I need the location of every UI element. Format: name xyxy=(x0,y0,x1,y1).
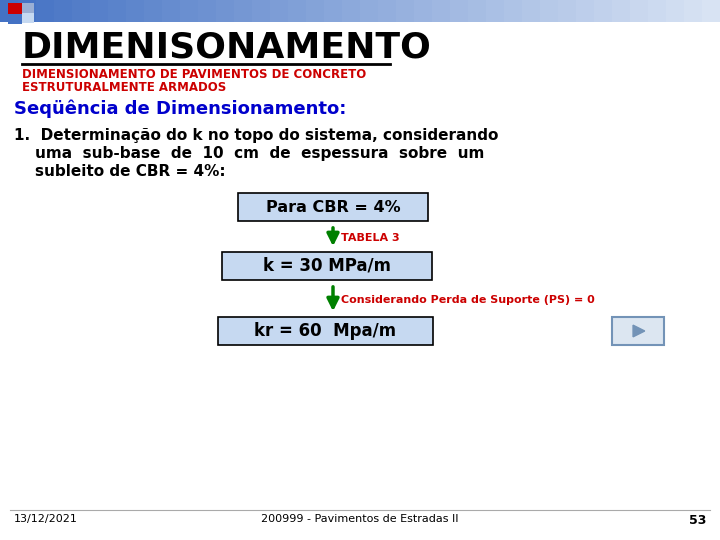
Bar xyxy=(8,14,22,24)
Bar xyxy=(612,317,664,345)
Bar xyxy=(432,0,451,22)
Bar xyxy=(222,252,432,280)
Bar xyxy=(0,0,19,22)
Bar xyxy=(396,0,415,22)
Bar xyxy=(522,0,541,22)
Bar xyxy=(22,3,34,13)
Bar xyxy=(540,0,559,22)
Polygon shape xyxy=(633,325,644,337)
Bar xyxy=(576,0,595,22)
Bar xyxy=(238,193,428,221)
Bar xyxy=(198,0,217,22)
Bar xyxy=(270,0,289,22)
Bar xyxy=(630,0,649,22)
Text: subleito de CBR = 4%:: subleito de CBR = 4%: xyxy=(14,164,225,179)
Bar xyxy=(162,0,181,22)
Text: 200999 - Pavimentos de Estradas II: 200999 - Pavimentos de Estradas II xyxy=(261,514,459,524)
Bar xyxy=(612,0,631,22)
Text: DIMENISONAMENTO: DIMENISONAMENTO xyxy=(22,30,432,64)
Bar xyxy=(360,0,379,22)
Bar xyxy=(594,0,613,22)
Bar xyxy=(144,0,163,22)
Bar xyxy=(36,0,55,22)
Bar xyxy=(288,0,307,22)
Text: DIMENSIONAMENTO DE PAVIMENTOS DE CONCRETO: DIMENSIONAMENTO DE PAVIMENTOS DE CONCRET… xyxy=(22,68,366,81)
Bar xyxy=(306,0,325,22)
Text: 53: 53 xyxy=(688,514,706,527)
Bar xyxy=(54,0,73,22)
Bar xyxy=(18,0,37,22)
Text: 1.  Determinação do k no topo do sistema, considerando: 1. Determinação do k no topo do sistema,… xyxy=(14,128,498,143)
Bar xyxy=(468,0,487,22)
Bar xyxy=(684,0,703,22)
Text: ESTRUTURALMENTE ARMADOS: ESTRUTURALMENTE ARMADOS xyxy=(22,81,226,94)
Text: Seqüência de Dimensionamento:: Seqüência de Dimensionamento: xyxy=(14,100,346,118)
Bar xyxy=(126,0,145,22)
Bar xyxy=(504,0,523,22)
Bar xyxy=(342,0,361,22)
Bar xyxy=(702,0,720,22)
Text: uma  sub-base  de  10  cm  de  espessura  sobre  um: uma sub-base de 10 cm de espessura sobre… xyxy=(14,146,485,161)
Bar xyxy=(666,0,685,22)
Bar xyxy=(108,0,127,22)
Bar xyxy=(648,0,667,22)
Bar xyxy=(252,0,271,22)
Text: TABELA 3: TABELA 3 xyxy=(341,233,400,243)
Bar xyxy=(180,0,199,22)
Bar xyxy=(218,317,433,345)
Bar xyxy=(324,0,343,22)
Bar xyxy=(414,0,433,22)
Bar xyxy=(558,0,577,22)
Text: Para CBR = 4%: Para CBR = 4% xyxy=(266,199,400,214)
Text: 13/12/2021: 13/12/2021 xyxy=(14,514,78,524)
Text: Considerando Perda de Suporte (PS) = 0: Considerando Perda de Suporte (PS) = 0 xyxy=(341,295,595,305)
Bar xyxy=(216,0,235,22)
Text: kr = 60  Mpa/m: kr = 60 Mpa/m xyxy=(254,322,397,340)
Bar xyxy=(450,0,469,22)
Bar xyxy=(8,3,22,14)
Bar xyxy=(234,0,253,22)
Bar xyxy=(72,0,91,22)
Text: k = 30 MPa/m: k = 30 MPa/m xyxy=(263,257,391,275)
Bar xyxy=(90,0,109,22)
Bar xyxy=(22,13,34,23)
Bar xyxy=(378,0,397,22)
Bar xyxy=(486,0,505,22)
